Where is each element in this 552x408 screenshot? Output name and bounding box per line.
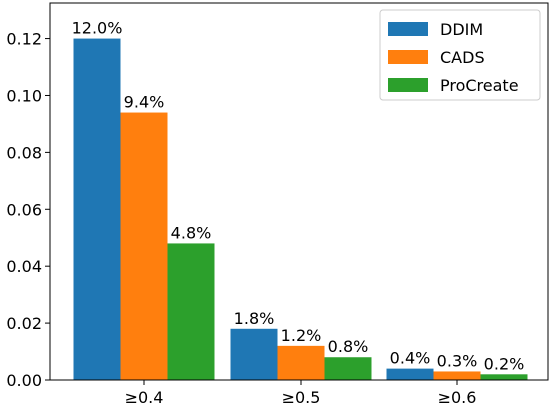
x-tick-label: ≥0.6 (438, 388, 477, 407)
y-tick-label: 0.06 (6, 200, 42, 219)
legend-label-cads: CADS (440, 48, 485, 67)
x-tick-label: ≥0.4 (125, 388, 164, 407)
data-label-cads-1: 1.2% (281, 326, 322, 345)
plot-frame (49, 2, 549, 381)
data-label-procreate-1: 0.8% (328, 337, 369, 356)
bar-ddim-2 (386, 368, 434, 380)
y-tick-label: 0.00 (6, 371, 42, 390)
legend-swatch-procreate (388, 78, 428, 92)
data-label-ddim-1: 1.8% (234, 309, 275, 328)
bar-ddim-0 (73, 38, 121, 380)
legend-label-ddim: DDIM (440, 20, 483, 39)
bar-procreate-2 (480, 374, 528, 380)
legend-label-procreate: ProCreate (440, 76, 519, 95)
bar-procreate-0 (167, 243, 215, 380)
bar-cads-0 (120, 112, 168, 380)
x-tick-label: ≥0.5 (282, 388, 321, 407)
data-label-cads-0: 9.4% (124, 93, 165, 112)
y-tick-label: 0.04 (6, 257, 42, 276)
bar-ddim-1 (230, 328, 278, 380)
data-label-cads-2: 0.3% (437, 351, 478, 370)
data-label-procreate-0: 4.8% (171, 223, 212, 242)
bar-cads-2 (433, 371, 481, 380)
data-label-ddim-2: 0.4% (390, 349, 431, 368)
y-tick-label: 0.10 (6, 86, 42, 105)
y-tick-label: 0.02 (6, 314, 42, 333)
axes-layer: 0.00 0.02 0.04 0.06 0.08 0.10 0.12 ≥0.4 ≥0.5 ≥0.6 (6, 2, 549, 407)
legend-swatch-cads (388, 50, 428, 64)
y-tick-label: 0.12 (6, 30, 42, 49)
data-label-procreate-2: 0.2% (484, 354, 525, 373)
y-tick-label: 0.08 (6, 143, 42, 162)
data-label-ddim-0: 12.0% (72, 19, 123, 38)
legend: DDIM CADS ProCreate (379, 9, 541, 101)
data-labels-layer: 12.0% 1.8% 0.4% 9.4% 1.2% 0.3% 4.8% 0.8% 0.2% (72, 19, 525, 374)
bars-layer (73, 38, 528, 380)
legend-swatch-ddim (388, 22, 428, 36)
bar-cads-1 (277, 345, 325, 380)
bar-procreate-1 (324, 357, 372, 380)
